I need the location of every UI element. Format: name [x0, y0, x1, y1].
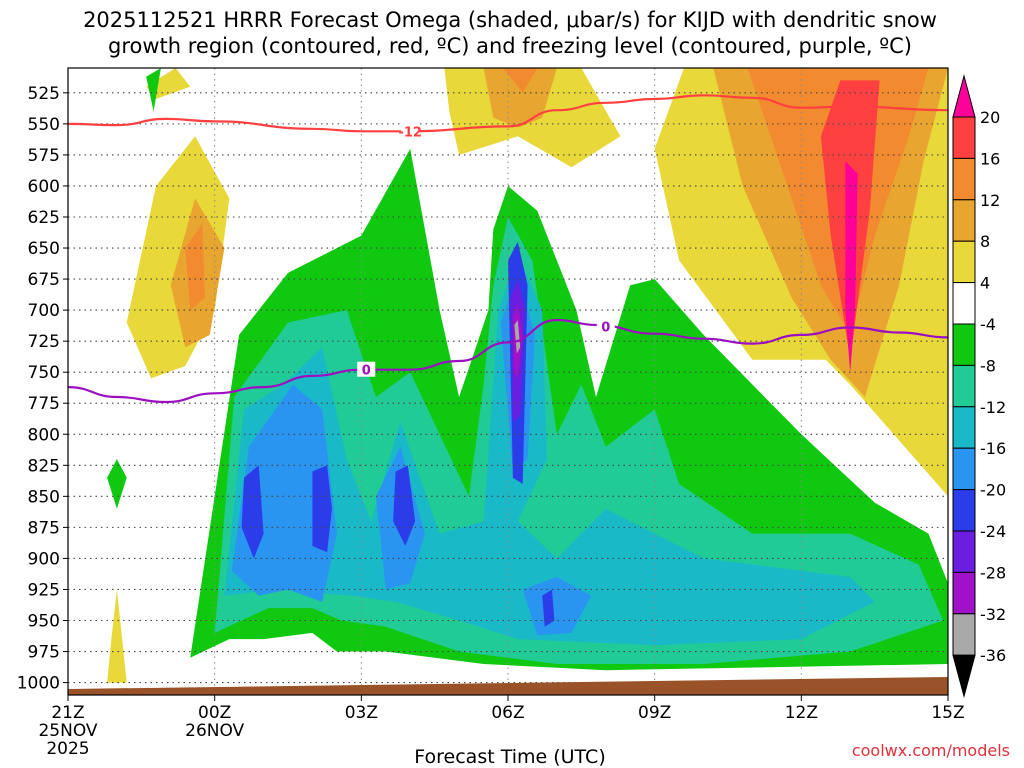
omega-region-4 [185, 223, 205, 311]
y-tick-label-750: 750 [28, 363, 60, 383]
colorbar-swatch-4 [952, 240, 976, 284]
dotted-grid [68, 68, 948, 695]
colorbar-label-5: -4 [980, 315, 996, 334]
colorbar-top-arrow [952, 74, 976, 118]
x-tick-label-12-0: 09Z [638, 703, 671, 723]
x-tick-label-6-0: 03Z [345, 703, 378, 723]
x-tick-label-3-1: 26NOV [185, 721, 244, 741]
y-tick-label-900: 900 [28, 549, 60, 569]
omega-colorbar: 20 16 12 8 4 -4 -8 -12 -16 -20 -24 -28 -32 -36 [952, 74, 1006, 699]
x-tick-label-0-0: 21Z [51, 703, 84, 723]
y-tick-label-800: 800 [28, 425, 60, 445]
y-tick-label-850: 850 [28, 487, 60, 507]
freezing_level_0C-line [67, 318, 949, 404]
omega-region-24 [393, 465, 416, 546]
colorbar-swatch-13 [952, 613, 976, 656]
colorbar-swatch-11 [952, 530, 976, 573]
y-tick-label-575: 575 [28, 146, 60, 166]
colorbar-label-13: -36 [980, 646, 1006, 665]
x-tick-label-18-0: 15Z [931, 703, 964, 723]
plot-area: -12 0 0 [67, 67, 949, 696]
y-tick-label-875: 875 [28, 518, 60, 538]
omega-region-7 [503, 68, 538, 93]
y-tick-label-700: 700 [28, 301, 60, 321]
omega-region-22 [241, 465, 264, 559]
x-axis-label: Forecast Time (UTC) [414, 746, 605, 768]
colorbar-label-0: 20 [980, 108, 1000, 127]
x-tick-label-0-2: 2025 [46, 739, 89, 759]
credit-text: coolwx.com/models [852, 741, 1010, 760]
omega-region-12 [845, 161, 858, 373]
colorbar-label-9: -20 [980, 481, 1006, 500]
x-tick-label-15-0: 12Z [785, 703, 818, 723]
colorbar-bottom-arrow [952, 654, 976, 699]
colorbar-swatch-10 [952, 489, 976, 532]
colorbar-label-12: -32 [980, 605, 1006, 624]
y-tick-label-600: 600 [28, 177, 60, 197]
colorbar-swatch-2 [952, 157, 976, 201]
freezing_level_0C-label-1: 0 [601, 320, 610, 335]
colorbar-label-11: -28 [980, 563, 1006, 582]
omega-region-1 [146, 68, 191, 99]
y-tick-label-1000: 1000 [17, 674, 60, 694]
y-tick-label-650: 650 [28, 239, 60, 259]
omega-region-29 [514, 320, 521, 354]
freezing_level_0C-label-0: 0 [362, 364, 371, 379]
y-tick-label-925: 925 [28, 580, 60, 600]
colorbar-swatch-9 [952, 447, 976, 491]
y-tick-label-550: 550 [28, 115, 60, 135]
omega-region-26 [542, 589, 555, 627]
colorbar-label-8: -16 [980, 439, 1006, 458]
omega-region-6 [483, 68, 557, 128]
omega-shading [107, 68, 948, 683]
colorbar-label-4: 4 [980, 274, 990, 293]
omega-region-14 [146, 68, 161, 112]
chart-title-line2: growth region (contoured, red, ºC) and f… [108, 34, 912, 58]
y-axis-pressure: 525 550 575 600 625 650 675 700 725 750 775 800 825 8… [17, 84, 68, 694]
x-tick-label-9-0: 06Z [491, 703, 524, 723]
colorbar-swatch-8 [952, 406, 976, 449]
colorbar-swatch-6 [952, 323, 976, 366]
snow_growth_-12C-line [67, 94, 949, 133]
y-tick-label-950: 950 [28, 612, 60, 632]
omega-region-0 [107, 589, 127, 683]
colorbar-label-6: -8 [980, 356, 996, 375]
colorbar-label-3: 8 [980, 232, 990, 251]
y-tick-label-825: 825 [28, 456, 60, 476]
omega-region-13 [107, 459, 127, 509]
y-tick-label-725: 725 [28, 332, 60, 352]
colorbar-label-10: -24 [980, 522, 1006, 541]
x-tick-label-3-0: 00Z [198, 703, 231, 723]
colorbar-swatch-1 [952, 116, 976, 159]
y-tick-label-525: 525 [28, 84, 60, 104]
y-tick-label-625: 625 [28, 208, 60, 228]
colorbar-swatch-12 [952, 571, 976, 615]
colorbar-label-7: -12 [980, 398, 1006, 417]
colorbar-label-2: 12 [980, 191, 1000, 210]
freezing_level_0C-label-bg-1 [596, 318, 615, 334]
y-tick-label-975: 975 [28, 643, 60, 663]
temperature-contours: -12 0 0 [67, 94, 949, 404]
y-tick-label-675: 675 [28, 270, 60, 290]
y-tick-label-775: 775 [28, 394, 60, 414]
snow_growth_-12C-label-0: -12 [398, 125, 422, 140]
ground-surface [68, 677, 948, 695]
colorbar-swatch-5 [952, 282, 976, 325]
omega-region-23 [312, 465, 332, 553]
freezing_level_0C-label-bg-0 [357, 361, 376, 377]
x-tick-label-0-1: 25NOV [38, 721, 97, 741]
snow_growth_-12C-label-bg-0 [401, 123, 420, 139]
chart-title-line1: 2025112521 HRRR Forecast Omega (shaded, … [83, 8, 937, 32]
colorbar-label-1: 16 [980, 149, 1000, 168]
colorbar-swatch-3 [952, 199, 976, 242]
colorbar-swatch-7 [952, 364, 976, 408]
